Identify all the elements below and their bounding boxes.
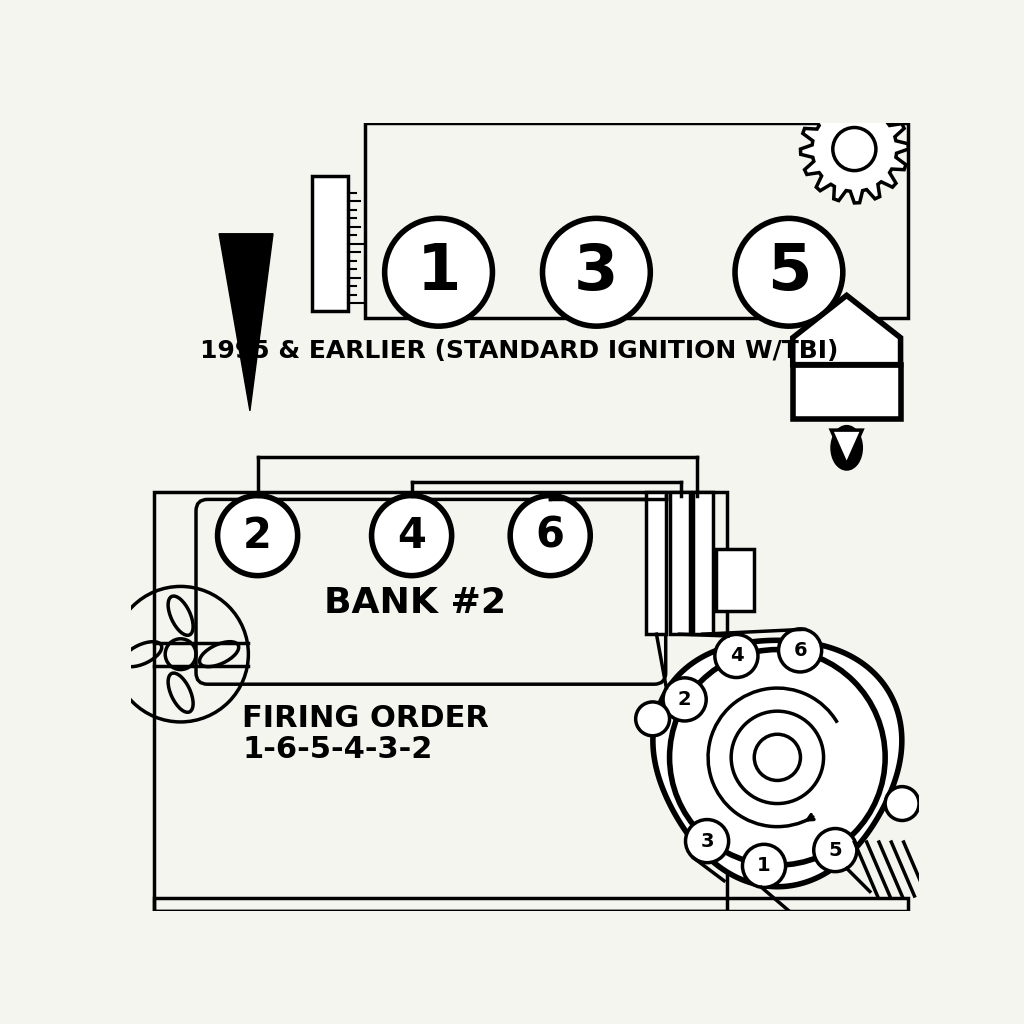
Text: 4: 4	[729, 646, 743, 666]
Text: 3: 3	[700, 831, 714, 851]
Text: 6: 6	[536, 515, 564, 557]
Text: 2: 2	[243, 515, 272, 557]
Text: 1: 1	[757, 856, 771, 876]
Polygon shape	[831, 430, 862, 465]
Circle shape	[385, 218, 493, 327]
Circle shape	[755, 734, 801, 780]
Bar	[670, 492, 689, 634]
Text: FIRING ORDER: FIRING ORDER	[243, 705, 489, 733]
Circle shape	[664, 678, 707, 721]
Text: 3: 3	[574, 242, 618, 303]
Circle shape	[742, 845, 785, 888]
Bar	[646, 492, 667, 634]
Circle shape	[731, 711, 823, 804]
Circle shape	[778, 629, 821, 672]
Text: 2: 2	[678, 690, 691, 709]
Circle shape	[372, 496, 452, 575]
Bar	[154, 897, 908, 911]
Circle shape	[685, 819, 729, 862]
Text: 1-6-5-4-3-2: 1-6-5-4-3-2	[243, 735, 432, 764]
Circle shape	[715, 635, 758, 678]
Text: 6: 6	[794, 641, 807, 659]
Text: 1: 1	[417, 242, 461, 303]
Text: 4: 4	[397, 515, 426, 557]
Circle shape	[670, 649, 885, 865]
Text: 5: 5	[828, 841, 842, 859]
Bar	[154, 492, 727, 911]
Bar	[311, 176, 348, 310]
Polygon shape	[801, 95, 908, 203]
Text: 5: 5	[767, 242, 811, 303]
Bar	[366, 123, 908, 318]
Polygon shape	[219, 233, 273, 411]
Ellipse shape	[833, 427, 861, 469]
Text: BANK #2: BANK #2	[325, 587, 507, 621]
Polygon shape	[793, 295, 900, 365]
Circle shape	[833, 128, 876, 171]
Circle shape	[814, 828, 857, 871]
Bar	[692, 492, 713, 634]
Circle shape	[217, 496, 298, 575]
Circle shape	[636, 701, 670, 736]
Circle shape	[543, 218, 650, 327]
Circle shape	[510, 496, 590, 575]
Bar	[716, 550, 755, 611]
Polygon shape	[653, 640, 902, 887]
Circle shape	[885, 786, 920, 820]
Bar	[793, 365, 900, 419]
Circle shape	[735, 218, 843, 327]
Text: 1995 & EARLIER (STANDARD IGNITION W/TBI): 1995 & EARLIER (STANDARD IGNITION W/TBI)	[200, 339, 839, 362]
